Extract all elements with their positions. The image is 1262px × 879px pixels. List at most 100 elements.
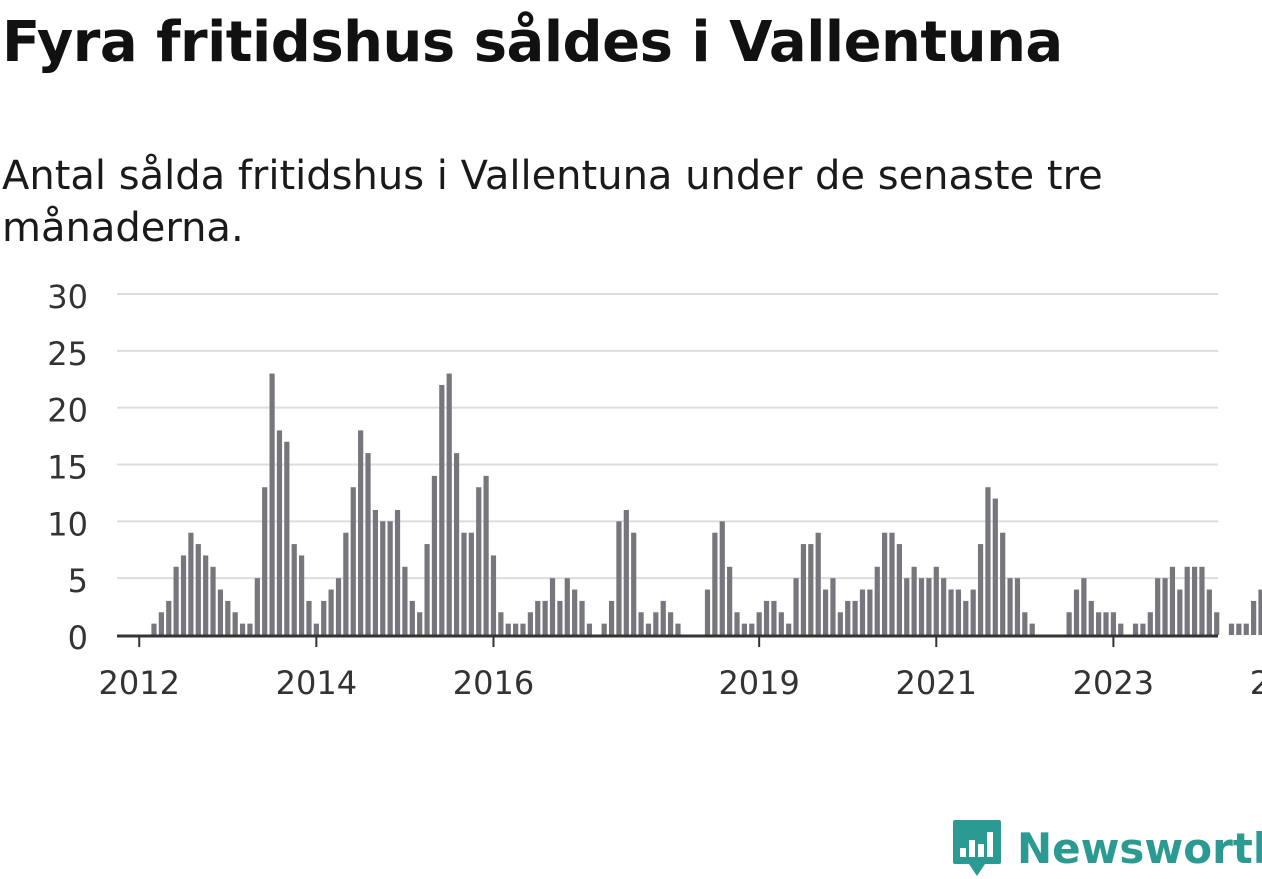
bar xyxy=(299,555,305,635)
bar xyxy=(247,623,253,635)
bar xyxy=(542,600,548,635)
bar xyxy=(608,600,615,635)
bar xyxy=(668,612,674,635)
bar xyxy=(926,578,932,635)
bar xyxy=(970,589,976,635)
bar xyxy=(225,600,231,635)
bar xyxy=(1184,566,1190,635)
bar xyxy=(468,532,474,635)
bar xyxy=(616,521,622,635)
bar xyxy=(483,475,489,635)
bar xyxy=(151,623,157,635)
bar xyxy=(741,623,747,635)
bar xyxy=(513,623,519,635)
bar xyxy=(601,623,607,635)
bar xyxy=(284,441,290,635)
bar xyxy=(623,509,629,635)
bar xyxy=(461,532,467,635)
bar xyxy=(535,600,541,635)
bar xyxy=(675,623,681,635)
bar xyxy=(424,544,430,635)
bar xyxy=(254,578,260,635)
bar xyxy=(1162,578,1168,635)
bar xyxy=(859,589,866,635)
gridlines xyxy=(117,293,1218,580)
y-tick-label: 0 xyxy=(68,619,88,657)
bar xyxy=(1243,623,1249,635)
bar xyxy=(1014,578,1021,635)
bar xyxy=(896,544,902,635)
y-axis-ticks: 0 5 10 15 20 25 30 xyxy=(47,278,88,657)
bar xyxy=(1177,589,1183,635)
bar xyxy=(1132,623,1139,635)
bar xyxy=(948,589,954,635)
bar xyxy=(1258,589,1262,635)
bar xyxy=(210,566,216,635)
bar xyxy=(1169,566,1176,635)
bar xyxy=(852,600,858,635)
bar xyxy=(572,589,578,635)
bar xyxy=(638,612,644,635)
bar xyxy=(963,600,969,635)
bar xyxy=(653,612,659,635)
bar xyxy=(313,623,319,635)
bar xyxy=(328,589,334,635)
y-tick-label: 30 xyxy=(47,278,88,316)
bar xyxy=(158,612,164,635)
bar xyxy=(867,589,873,635)
bar xyxy=(1251,600,1257,635)
bar xyxy=(505,623,511,635)
bar xyxy=(417,612,423,635)
bar xyxy=(262,487,268,635)
bar xyxy=(822,589,829,635)
bar xyxy=(1029,623,1035,635)
bar xyxy=(837,612,843,635)
bar xyxy=(232,612,238,635)
bar xyxy=(778,612,784,635)
bar xyxy=(1022,612,1028,635)
bar xyxy=(1000,532,1006,635)
bar xyxy=(557,600,563,635)
chart-title: Fyra fritidshus såldes i Vallentuna xyxy=(2,10,1063,75)
y-tick-label: 25 xyxy=(47,335,88,373)
bar xyxy=(1088,600,1094,635)
bar xyxy=(889,532,895,635)
bar xyxy=(1066,612,1072,635)
bar xyxy=(1140,623,1146,635)
bar xyxy=(1199,566,1205,635)
bar xyxy=(520,623,526,635)
bar xyxy=(719,521,725,635)
y-tick-label: 20 xyxy=(47,392,88,430)
bar xyxy=(712,532,718,635)
bar xyxy=(217,589,224,635)
bar xyxy=(1155,578,1161,635)
x-tick-label: 2014 xyxy=(276,664,357,702)
bar xyxy=(749,623,755,635)
bar xyxy=(188,532,194,635)
bar xyxy=(645,623,652,635)
chart-subtitle: Antal sålda fritidshus i Vallentuna unde… xyxy=(2,153,1103,251)
x-tick-label: 2021 xyxy=(896,664,977,702)
bar xyxy=(904,578,910,635)
bar xyxy=(276,430,283,635)
x-tick-label: 2023 xyxy=(1073,664,1154,702)
x-tick-label: 2012 xyxy=(99,664,180,702)
x-tick-label: 2019 xyxy=(718,664,799,702)
bar xyxy=(734,612,740,635)
bar xyxy=(321,600,327,635)
bar xyxy=(394,509,401,635)
bar xyxy=(579,600,585,635)
bar xyxy=(476,487,482,635)
bar xyxy=(874,566,880,635)
bar xyxy=(808,544,814,635)
bar xyxy=(1236,623,1242,635)
bar xyxy=(756,612,762,635)
bar xyxy=(306,600,312,635)
x-tick-label: 2016 xyxy=(453,664,534,702)
bar xyxy=(1191,566,1198,635)
bars xyxy=(151,373,1262,635)
bar xyxy=(786,623,792,635)
bar xyxy=(343,532,349,635)
bar xyxy=(845,600,851,635)
